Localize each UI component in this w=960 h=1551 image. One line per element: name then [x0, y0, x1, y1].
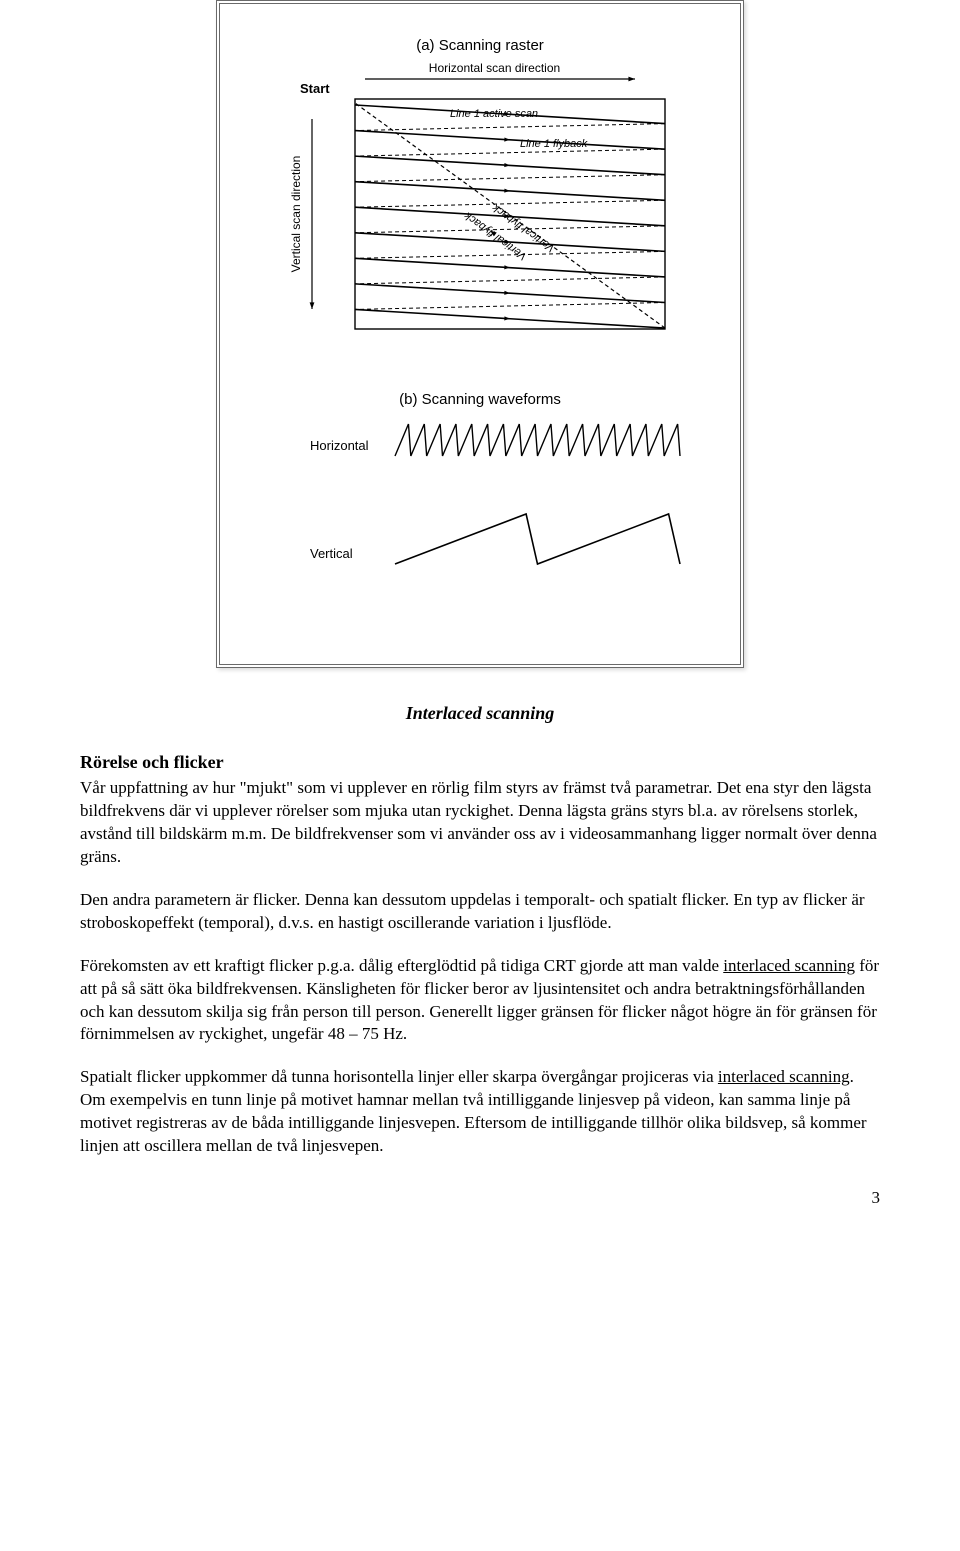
svg-text:(b) Scanning waveforms: (b) Scanning waveforms [399, 391, 561, 408]
paragraph-3: Förekomsten av ett kraftigt flicker p.g.… [80, 955, 880, 1047]
figure-frame: (a) Scanning raster Start Horizontal scan … [216, 0, 744, 668]
page-number: 3 [80, 1188, 880, 1208]
section-title: Rörelse och flicker [80, 752, 880, 773]
scanning-figure: (a) Scanning raster Start Horizontal scan … [220, 4, 740, 664]
svg-text:Start: Start [300, 81, 330, 96]
svg-text:Horizontal scan direction: Horizontal scan direction [429, 61, 560, 75]
underline-term: interlaced scanning [723, 956, 855, 975]
paragraph-1: Vår uppfattning av hur "mjukt" som vi up… [80, 777, 880, 869]
figure-wrap: (a) Scanning raster Start Horizontal scan … [80, 0, 880, 673]
page-container: (a) Scanning raster Start Horizontal scan … [0, 0, 960, 1248]
svg-text:Vertical: Vertical [310, 546, 353, 561]
paragraph-4: Spatialt flicker uppkommer då tunna hori… [80, 1066, 880, 1158]
svg-text:Vertical scan direction: Vertical scan direction [289, 156, 303, 273]
underline-term: interlaced scanning [718, 1067, 850, 1086]
svg-text:Horizontal: Horizontal [310, 438, 369, 453]
svg-text:(a) Scanning raster: (a) Scanning raster [416, 37, 544, 54]
paragraph-2: Den andra parametern är flicker. Denna k… [80, 889, 880, 935]
figure-caption: Interlaced scanning [80, 703, 880, 724]
svg-text:Line 1 flyback: Line 1 flyback [520, 138, 588, 150]
svg-text:Line 1 active scan: Line 1 active scan [450, 108, 538, 120]
